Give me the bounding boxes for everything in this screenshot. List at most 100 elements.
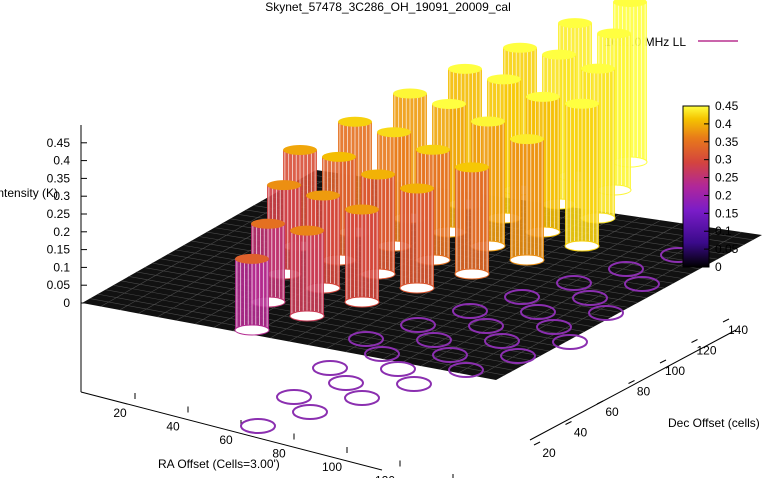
pillar-cap (377, 127, 411, 138)
pillar-cap (613, 0, 647, 7)
contours (240, 247, 696, 434)
colorbar-tick-label: 0.1 (715, 224, 732, 238)
pillar-cap (235, 253, 269, 264)
x-tick-label: 20 (113, 406, 127, 420)
colorbar-tick-label: 0.4 (715, 117, 732, 131)
contour-ring (608, 261, 644, 277)
contour-ring (484, 333, 520, 349)
y-tick-mark (533, 441, 541, 446)
y-tick-label: 120 (696, 344, 716, 358)
contour-ring (452, 303, 488, 319)
x-tick-label: 80 (272, 447, 286, 461)
pillar-cap (416, 144, 450, 155)
pillar-cap (565, 98, 599, 109)
z-tick-label: 0.05 (47, 278, 71, 292)
pillar-base (399, 282, 435, 294)
pillar-cap (597, 28, 631, 39)
pillar-cap (361, 169, 395, 180)
pillar-cap (487, 74, 521, 85)
y-ticks: 20 40 60 80 100 120 140 (533, 318, 748, 460)
y-tick-mark (628, 380, 635, 384)
y-tick-label: 60 (605, 405, 619, 419)
x-tick-label: 120 (375, 474, 395, 478)
colorbar-tick-label: 0.35 (715, 135, 739, 149)
pillar (564, 98, 600, 252)
contour-ring (380, 361, 416, 377)
pillar-cap (448, 63, 482, 74)
pillar-cap (290, 225, 324, 236)
contour-ring (416, 332, 452, 348)
pillar (344, 204, 380, 308)
floor-mesh-line (89, 298, 505, 376)
chart-title: Skynet_57478_3C286_OH_19091_20009_cal (265, 0, 511, 14)
pillar (289, 225, 325, 322)
x-axis-label: RA Offset (Cells=3.00') (158, 457, 280, 471)
x-axis-line (80, 391, 383, 471)
contour-ring (572, 290, 608, 306)
pillar-cap (542, 49, 576, 60)
contour-ring (504, 289, 540, 305)
pillar-cap (510, 134, 544, 145)
floor-mesh-line (105, 289, 523, 366)
z-tick-label: 0.3 (53, 189, 70, 203)
pillar-cap (345, 204, 379, 215)
x-tick-label: 100 (322, 460, 342, 474)
pillar (234, 253, 270, 336)
colorbar-tick-label: 0.05 (715, 242, 739, 256)
z-tick-label: 0.1 (53, 260, 70, 274)
contour-ring (328, 375, 364, 391)
y-tick-label: 140 (728, 323, 748, 337)
x-tick-label: 40 (166, 420, 180, 434)
pillar (399, 183, 435, 294)
pillars (234, 0, 648, 336)
contour-ring (500, 348, 536, 364)
contour-ring (240, 418, 276, 434)
pillar-cap (432, 99, 466, 109)
floor-mesh-line (128, 276, 550, 352)
z-tick-label: 0.2 (53, 225, 70, 239)
contour-ring (312, 360, 348, 376)
y-tick-mark (565, 421, 572, 425)
contour-ring (448, 362, 484, 378)
contour-ring (556, 275, 592, 291)
contour-ring (624, 276, 660, 292)
contour-ring (588, 305, 624, 321)
pillar-cap (283, 145, 317, 155)
pillar-cap (400, 183, 434, 194)
z-tick-label: 0.15 (47, 243, 71, 257)
pillar-base (344, 296, 380, 308)
y-tick-mark (691, 339, 698, 343)
y-tick-label: 100 (665, 364, 685, 378)
y-tick-label: 20 (542, 446, 556, 460)
z-tick-label: 0.4 (53, 154, 70, 168)
pillar-cap (558, 18, 592, 29)
pillar-base (509, 254, 545, 266)
pillar-cap (306, 190, 340, 201)
contour-ring (520, 304, 556, 320)
pillar-cap (251, 218, 285, 229)
pillar-cap (503, 42, 537, 53)
contour-ring (432, 347, 468, 363)
pillar-cap (322, 151, 356, 162)
pillar-cap (338, 116, 372, 127)
pillar-cap (393, 88, 427, 99)
z-tick-label: 0 (63, 296, 70, 310)
y-tick-mark (722, 318, 730, 323)
pillar (509, 134, 545, 266)
pillar-cap (455, 162, 489, 173)
colorbar-tick-label: 0.3 (715, 153, 732, 167)
floor-mesh-line (120, 280, 541, 357)
pillar-base (234, 324, 270, 336)
colorbar-tick-label: 0.25 (715, 171, 739, 185)
z-tick-label: 0.35 (47, 171, 71, 185)
floor-mesh-line (113, 284, 532, 361)
contour-ring (400, 317, 436, 333)
floor-mesh-line (97, 293, 514, 371)
pillar-cap (471, 116, 505, 127)
x-tick-label: 60 (219, 433, 233, 447)
pillar-cap (581, 63, 615, 74)
pillar (454, 162, 490, 280)
pillar-base (289, 310, 325, 322)
